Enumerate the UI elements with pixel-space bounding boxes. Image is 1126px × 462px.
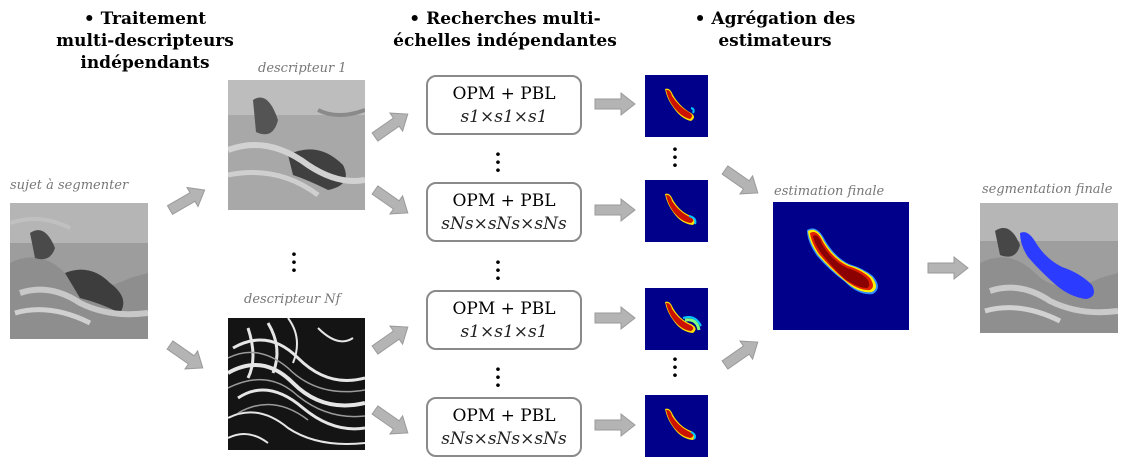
- box-method: OPM + PBL: [452, 191, 556, 211]
- ellipsis-between-boxes-upper: · · ·: [494, 142, 502, 182]
- descriptor-n-image: [228, 318, 365, 450]
- probability-map-3: [645, 288, 708, 350]
- descriptor-n-label: descripteur Nf: [244, 292, 341, 307]
- header-line: • Traitement: [83, 9, 207, 29]
- header-multiscale-search: • Recherches multi- échelles indépendant…: [380, 8, 630, 52]
- probability-map-2: [645, 180, 708, 242]
- arrow-descn-to-box4: [368, 400, 415, 443]
- arrow-maps-to-final-lower: [718, 332, 765, 375]
- header-line: échelles indépendantes: [393, 31, 617, 51]
- opm-pbl-box-2: OPM + PBL sNs×sNs×sNs: [426, 182, 582, 242]
- box-scale: s1×s1×s1: [460, 107, 548, 127]
- header-line: multi-descripteurs: [56, 31, 234, 51]
- probability-map-4: [645, 395, 708, 457]
- final-estimate-map: [773, 202, 909, 330]
- arrow-subject-to-descriptor-1: [164, 179, 211, 221]
- arrow-subject-to-descriptor-n: [163, 335, 210, 378]
- final-segmentation-label: segmentation finale: [982, 182, 1113, 197]
- ellipsis-between-maps-upper: · · ·: [671, 137, 679, 177]
- arrow-descn-to-box3: [368, 317, 415, 360]
- arrow-desc1-to-box1: [368, 104, 415, 147]
- opm-pbl-box-3: OPM + PBL s1×s1×s1: [426, 290, 582, 350]
- final-estimate-label: estimation finale: [774, 184, 885, 199]
- ellipsis-between-boxes-lower: · · ·: [494, 250, 502, 290]
- arrow-desc1-to-box2: [368, 180, 415, 223]
- ellipsis-between-boxes-bottom: · · ·: [494, 357, 502, 397]
- box-method: OPM + PBL: [452, 84, 556, 104]
- arrow-box4-to-map4: [594, 413, 636, 437]
- arrow-maps-to-final-upper: [718, 160, 765, 203]
- box-scale: s1×s1×s1: [460, 322, 548, 342]
- arrow-final-to-segmentation: [927, 256, 969, 280]
- box-method: OPM + PBL: [452, 406, 556, 426]
- descriptor-1-label: descripteur 1: [258, 61, 347, 76]
- subject-label: sujet à segmenter: [10, 178, 129, 193]
- probability-map-1: [645, 75, 708, 137]
- header-estimator-aggregation: • Agrégation des estimateurs: [680, 8, 870, 52]
- arrow-box1-to-map1: [594, 92, 636, 116]
- opm-pbl-box-1: OPM + PBL s1×s1×s1: [426, 75, 582, 135]
- final-segmentation-image: [980, 203, 1118, 333]
- descriptor-1-image: [228, 80, 365, 210]
- arrow-box3-to-map3: [594, 306, 636, 330]
- header-line: estimateurs: [718, 31, 832, 51]
- header-multi-descriptor-processing: • Traitement multi-descripteurs indépend…: [40, 8, 250, 74]
- ellipsis-between-maps-lower: · · ·: [671, 347, 679, 387]
- subject-mri-image: [10, 203, 148, 339]
- box-method: OPM + PBL: [452, 299, 556, 319]
- header-line: • Agrégation des: [694, 9, 856, 29]
- box-scale: sNs×sNs×sNs: [441, 214, 567, 234]
- arrow-box2-to-map2: [594, 198, 636, 222]
- opm-pbl-box-4: OPM + PBL sNs×sNs×sNs: [426, 397, 582, 457]
- box-scale: sNs×sNs×sNs: [441, 429, 567, 449]
- header-line: • Recherches multi-: [409, 9, 601, 29]
- header-line: indépendants: [80, 53, 210, 73]
- ellipsis-between-descriptors: · · ·: [290, 242, 298, 282]
